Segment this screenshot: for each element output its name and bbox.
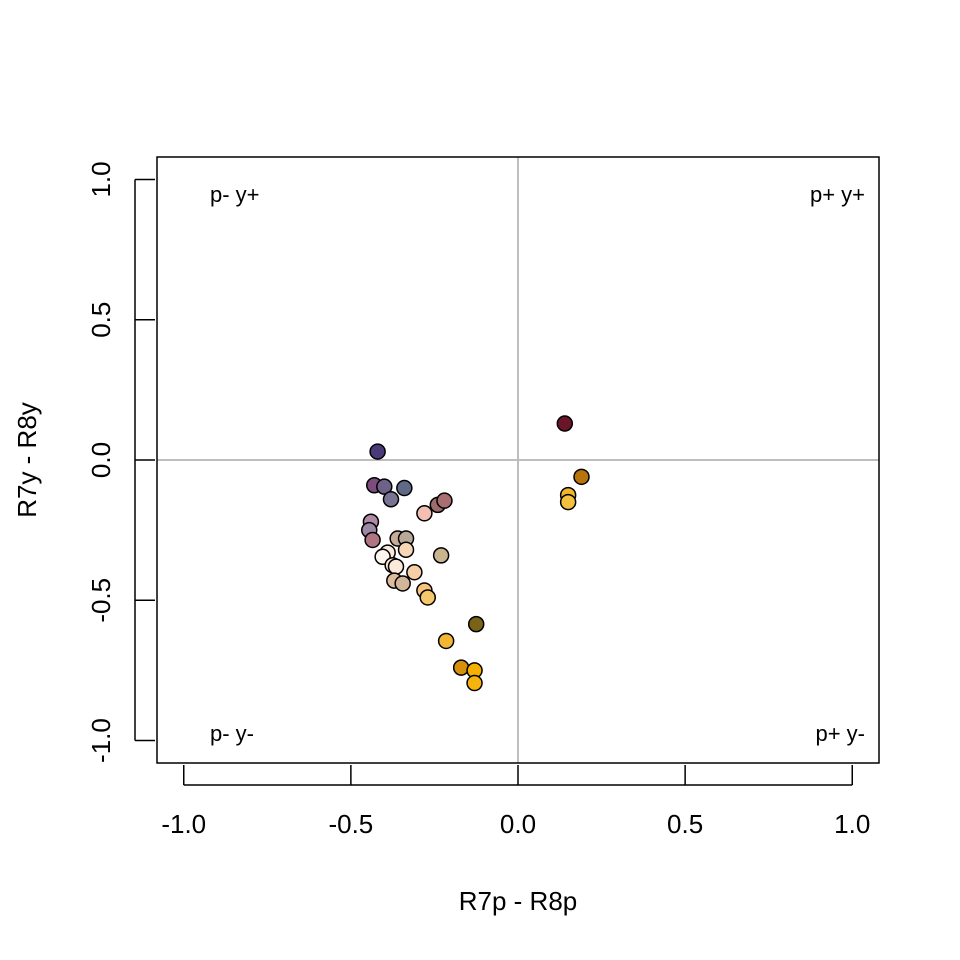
data-point (432, 547, 450, 564)
x-tick-label: -1.0 (161, 809, 206, 839)
y-tick-label: 0.0 (86, 442, 116, 478)
plot-frame (156, 156, 880, 764)
y-tick-label: 0.5 (86, 302, 116, 338)
data-point (466, 674, 483, 692)
data-point (419, 589, 436, 606)
data-point (452, 659, 470, 676)
data-point (382, 491, 400, 508)
x-tick-label: 0.0 (500, 809, 536, 839)
data-point (387, 558, 405, 575)
x-tick-label: 0.5 (667, 809, 703, 839)
y-axis-title: R7y - R8y (12, 402, 42, 518)
y-tick-label: 1.0 (86, 161, 116, 197)
data-point (437, 632, 455, 650)
data-point (556, 415, 574, 432)
x-axis: -1.0 -0.5 0.0 0.5 1.0 (161, 765, 870, 839)
x-tick-label: -0.5 (328, 809, 373, 839)
data-point (397, 541, 415, 559)
x-tick-label: 1.0 (834, 809, 870, 839)
data-point (376, 478, 393, 495)
quadrant-label-top-left: p- y+ (210, 182, 260, 207)
data-point (364, 531, 381, 549)
y-tick-label: -1.0 (86, 718, 116, 763)
data-point (396, 479, 413, 497)
data-point (394, 575, 411, 592)
data-point (406, 563, 423, 581)
quadrant-label-bottom-right: p+ y- (815, 721, 865, 746)
quadrant-label-bottom-left: p- y- (210, 721, 254, 746)
y-axis: -1.0 -0.5 0.0 0.5 1.0 (86, 161, 155, 763)
quadrant-label-top-right: p+ y+ (810, 182, 865, 207)
data-point (436, 492, 453, 509)
data-point (573, 468, 590, 486)
data-point (559, 493, 577, 511)
data-point (467, 615, 485, 633)
data-point (369, 443, 386, 460)
data-points (361, 415, 590, 692)
x-axis-title: R7p - R8p (459, 886, 578, 916)
data-point (416, 505, 433, 522)
y-tick-label: -0.5 (86, 578, 116, 623)
reference-lines (157, 157, 879, 763)
